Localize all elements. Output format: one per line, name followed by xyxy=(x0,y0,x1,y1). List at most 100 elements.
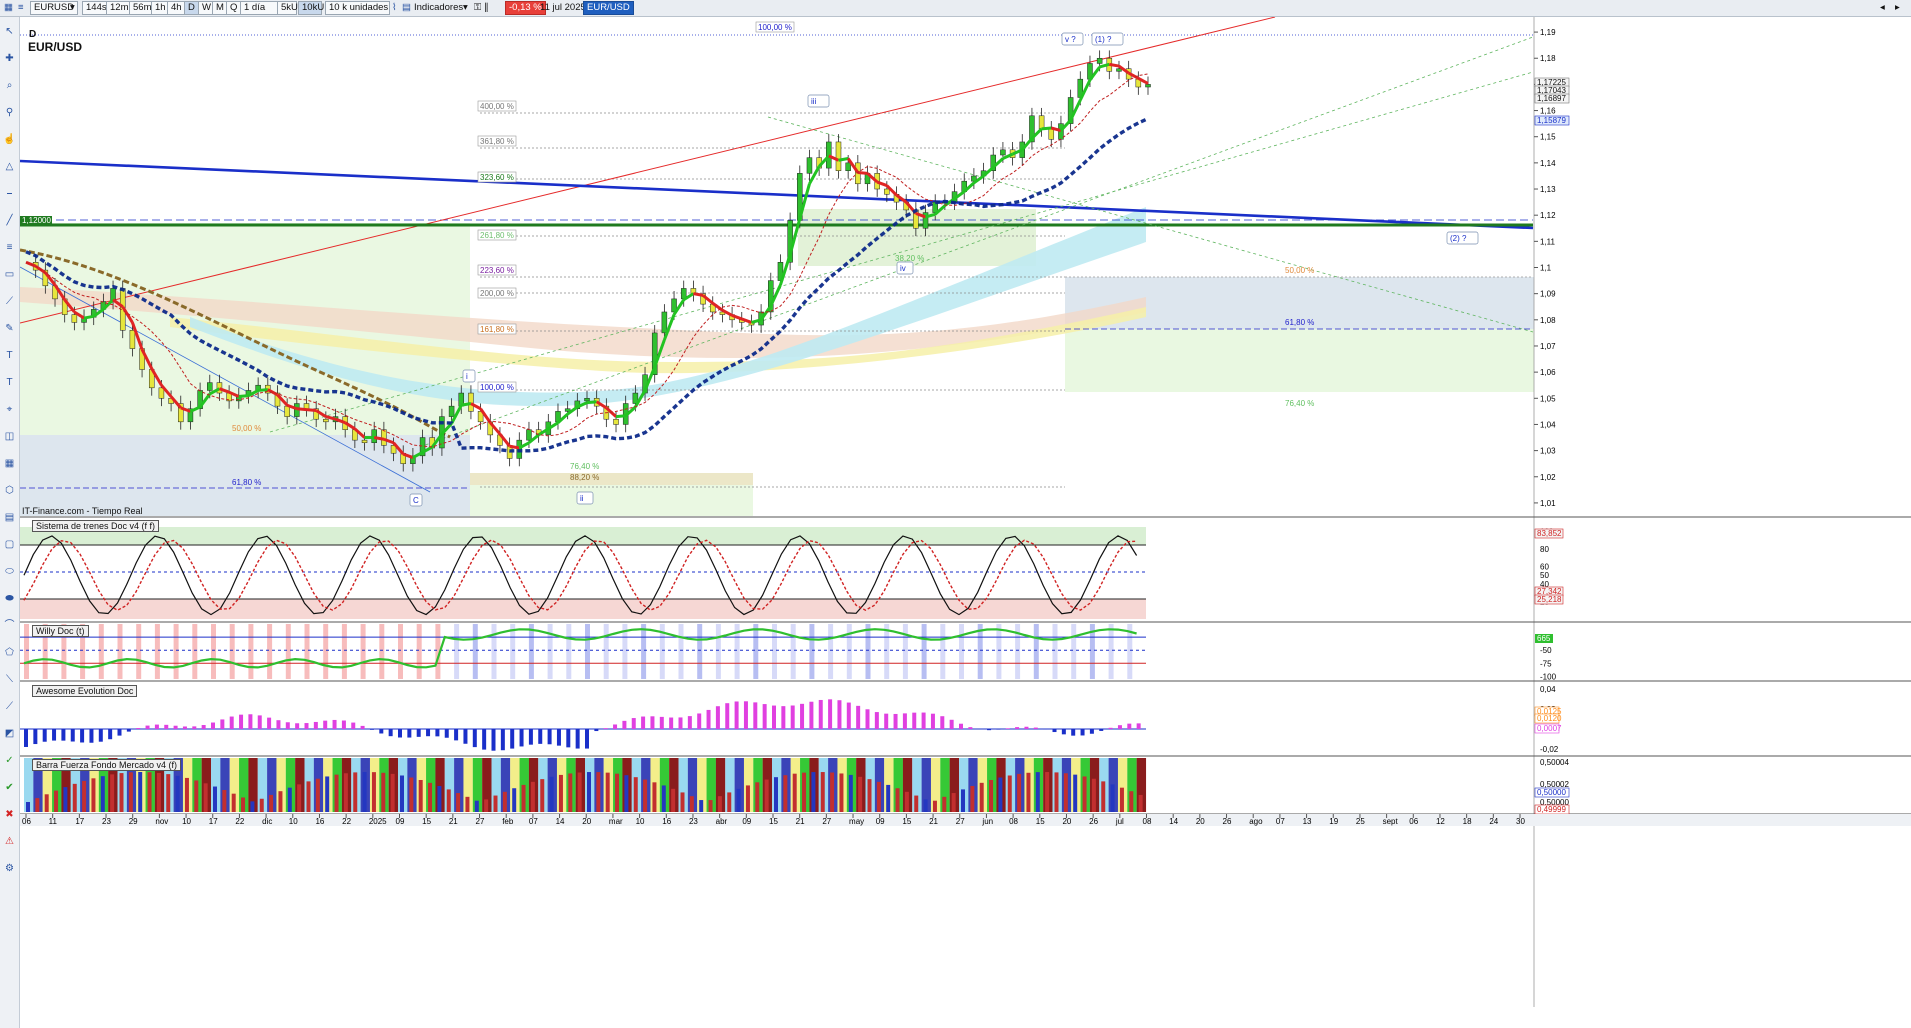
box-icon[interactable]: ▢ xyxy=(4,539,15,550)
y-tick-label: 1,1 xyxy=(1540,264,1552,273)
ticks-10k-button[interactable]: 10kU xyxy=(298,1,324,15)
pane-title-fuerza[interactable]: Barra Fuerza Fondo Mercado v4 (f) xyxy=(32,759,182,771)
pointer-icon[interactable]: ↖ xyxy=(5,26,14,37)
chart-type-icon[interactable]: ⌇ xyxy=(392,2,397,13)
line-down-icon[interactable]: ⟍ xyxy=(6,674,13,685)
willy-bar xyxy=(996,624,1002,679)
x-tick-label: 09 xyxy=(876,817,885,826)
pane-title-awesome[interactable]: Awesome Evolution Doc xyxy=(32,685,138,697)
y-tick-label: 1,04 xyxy=(1540,420,1556,429)
check-bold-icon[interactable]: ✔ xyxy=(5,782,14,793)
awesome-bar xyxy=(585,729,589,749)
x-tick-label: 29 xyxy=(129,817,138,826)
wave-label-box xyxy=(1091,32,1124,46)
candle-body xyxy=(632,392,639,404)
chevron-down-icon[interactable]: ▾ xyxy=(70,2,75,13)
grid-icon[interactable]: ▦ xyxy=(4,458,15,469)
pattern-icon[interactable]: ◫ xyxy=(4,431,15,442)
lock-icon[interactable]: ⚿ xyxy=(474,2,482,13)
units-select[interactable]: 10 k unidades xyxy=(325,1,390,15)
timeframe-button-4h[interactable]: 4h xyxy=(167,1,186,15)
pencil-icon[interactable]: ✎ xyxy=(5,323,14,334)
awesome-bar xyxy=(790,705,795,729)
target-icon[interactable]: ⌖ xyxy=(6,404,13,415)
fuerza-histogram xyxy=(231,793,236,812)
arc-icon[interactable]: ⌒ xyxy=(4,620,15,631)
level-label-box xyxy=(20,216,52,225)
candle-body xyxy=(613,418,619,425)
ma-fast-segment xyxy=(1011,148,1023,156)
arrow-right-icon[interactable]: ▸ xyxy=(1895,2,1900,13)
awesome-bar xyxy=(659,716,664,729)
timeframe-button-D[interactable]: D xyxy=(184,1,199,15)
layers-icon[interactable]: ◩ xyxy=(4,728,15,739)
timeframe-button-56m[interactable]: 56m xyxy=(129,1,156,15)
pause-icon[interactable]: ∥ xyxy=(484,2,489,13)
line-up-icon[interactable]: ⟋ xyxy=(6,701,13,712)
fib-icon[interactable]: ≡ xyxy=(6,242,13,253)
fib-label: 223,60 % xyxy=(480,266,514,275)
list-icon[interactable]: ≡ xyxy=(18,2,24,13)
channel-icon[interactable]: ⟋ xyxy=(6,296,13,307)
y-tick-label: 1,05 xyxy=(1540,394,1556,403)
fuerza-histogram xyxy=(1017,773,1022,812)
pane-title-willy[interactable]: Willy Doc (t) xyxy=(32,625,89,637)
fuerza-histogram xyxy=(474,800,479,812)
alert-icon[interactable]: △ xyxy=(5,161,14,172)
text-icon[interactable]: T xyxy=(6,350,13,361)
willy-bar xyxy=(865,624,871,679)
candle-body xyxy=(1029,115,1035,143)
ma-fast-segment xyxy=(296,407,307,412)
chart-area[interactable]: 400,00 % 361,80 % 323,60 % 261,80 % 223,60 %… xyxy=(19,16,1911,1028)
indicators-icon[interactable]: ▤ xyxy=(402,2,411,13)
indicators-button[interactable]: Indicadores xyxy=(414,2,464,13)
grid-icon[interactable]: ▦ xyxy=(4,2,13,13)
x-tick-label: 20 xyxy=(582,817,591,826)
zoom-icon[interactable]: ⌕ xyxy=(6,80,13,91)
arrow-left-icon[interactable]: ◂ xyxy=(1880,2,1885,13)
chevron-down-icon[interactable]: ▾ xyxy=(463,2,468,13)
y-tick-label: 1,03 xyxy=(1540,447,1556,456)
trendline-icon[interactable]: ╱ xyxy=(6,215,13,226)
magnet-icon[interactable]: ⚲ xyxy=(5,107,14,118)
check-icon[interactable]: ✓ xyxy=(5,755,14,766)
ellipse-icon[interactable]: ⬭ xyxy=(5,566,14,577)
hline-icon[interactable]: ⎯ xyxy=(7,188,12,199)
awesome-bar xyxy=(472,729,477,748)
ticks-5k-button[interactable]: 5kU xyxy=(277,1,298,15)
x-tick-label: 21 xyxy=(449,817,458,826)
warning-icon[interactable]: ⚠ xyxy=(5,836,14,847)
rect-icon[interactable]: ▭ xyxy=(4,269,15,280)
cross-icon[interactable]: ✖ xyxy=(5,809,14,820)
awesome-bar xyxy=(98,729,103,742)
label-icon[interactable]: T xyxy=(6,377,13,388)
change-badge: -0,13 % xyxy=(505,1,546,15)
x-tick-label: 21 xyxy=(929,817,938,826)
polygon-icon[interactable]: ⬠ xyxy=(5,647,14,658)
hand-icon[interactable]: ☝ xyxy=(3,134,16,145)
fuerza-histogram xyxy=(886,784,891,812)
settings-icon[interactable]: ⚙ xyxy=(5,863,14,874)
hexagon-icon[interactable]: ⬡ xyxy=(5,485,14,496)
symbol-input[interactable]: EURUSD xyxy=(30,1,78,15)
ellipse-fill-icon[interactable]: ⬬ xyxy=(5,593,14,604)
pane-title-trenes[interactable]: Sistema de trenes Doc v4 (f f) xyxy=(32,520,160,532)
list-icon[interactable]: ▤ xyxy=(4,512,15,523)
fuerza-histogram xyxy=(923,799,928,812)
ma-fast-segment xyxy=(547,421,559,431)
fuerza-histogram xyxy=(456,793,461,812)
ma-fast-segment xyxy=(1078,79,1092,101)
awesome-bar xyxy=(426,729,431,737)
fib-label-box xyxy=(477,323,517,335)
crosshair-icon[interactable]: ✚ xyxy=(5,53,14,64)
awesome-bar xyxy=(940,716,945,729)
fuerza-histogram xyxy=(858,776,863,812)
candle-body xyxy=(313,408,319,420)
ma-fast-segment xyxy=(866,172,879,184)
fuerza-bar xyxy=(959,758,969,812)
wave-label: iv xyxy=(900,264,906,273)
awesome-bar xyxy=(1099,729,1104,731)
ma-fast-segment xyxy=(1069,99,1082,121)
chart-svg[interactable]: 400,00 % 361,80 % 323,60 % 261,80 % 223,60 %… xyxy=(19,16,1911,1028)
x-tick-label: 14 xyxy=(1169,817,1178,826)
